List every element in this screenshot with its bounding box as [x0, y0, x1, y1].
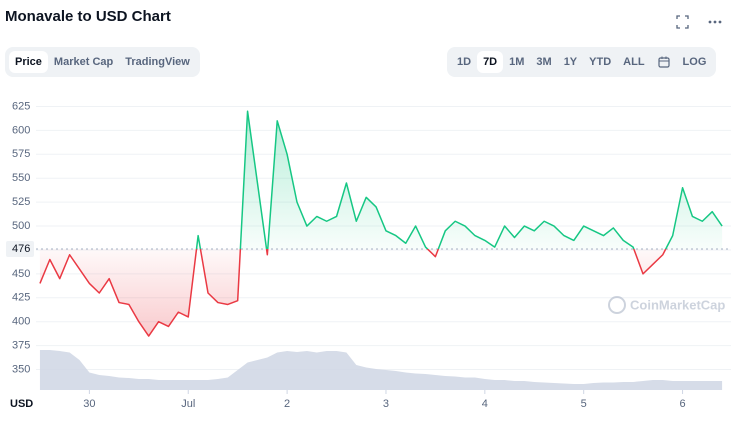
watermark: CoinMarketCap [608, 296, 725, 314]
x-tick-label: 3 [383, 398, 389, 410]
x-tick-label: 6 [679, 398, 685, 410]
baseline-label-box [6, 241, 34, 257]
watermark-logo [608, 296, 626, 314]
range-button[interactable]: 1D [457, 56, 472, 68]
price-area [39, 111, 723, 337]
x-tick-label: 4 [482, 398, 488, 410]
watermark-text: CoinMarketCap [630, 297, 725, 312]
range-button[interactable]: 7D [477, 51, 504, 73]
y-tick-label: 450 [12, 268, 30, 280]
fullscreen-icon[interactable] [676, 15, 689, 29]
y-tick-label: 575 [12, 148, 30, 160]
y-tick-label: 375 [12, 340, 30, 352]
y-tick-label: 625 [12, 100, 30, 112]
tab-button[interactable]: TradingView [125, 56, 190, 68]
y-tick-label: 500 [12, 220, 30, 232]
y-axis-label: USD [10, 398, 33, 410]
x-tick-label: Jul [181, 398, 195, 410]
x-tick-label: 2 [284, 398, 290, 410]
x-tick-label: 30 [83, 398, 95, 410]
y-tick-label: 350 [12, 363, 30, 375]
tab-group: Price Market Cap TradingView [5, 47, 200, 77]
log-button[interactable]: LOG [682, 56, 707, 68]
range-button[interactable]: 3M [536, 56, 552, 68]
y-tick-label: 400 [12, 316, 30, 328]
range-button[interactable]: YTD [589, 56, 612, 68]
chart-title: Monavale to USD Chart [5, 8, 171, 25]
range-button[interactable]: ALL [623, 56, 645, 68]
range-button[interactable]: 1Y [563, 56, 578, 68]
x-tick-label: 5 [581, 398, 587, 410]
top-icons [676, 15, 722, 29]
range-group: 1D 7D 1M 3M 1Y YTD ALL LOG [447, 47, 717, 77]
y-tick-label: 600 [12, 124, 30, 136]
calendar-button[interactable] [651, 53, 677, 71]
y-tick-label: 525 [12, 196, 30, 208]
calendar-icon [657, 56, 670, 68]
y-tick-label: 550 [12, 172, 30, 184]
tab-button[interactable]: Market Cap [53, 56, 114, 68]
tab-button[interactable]: Price [9, 51, 48, 73]
baseline-label: 476 [12, 243, 30, 255]
price-line [39, 110, 723, 337]
more-icon[interactable] [708, 20, 722, 24]
volume-area [39, 350, 723, 390]
y-tick-label: 425 [12, 292, 30, 304]
range-button[interactable]: 1M [509, 56, 525, 68]
